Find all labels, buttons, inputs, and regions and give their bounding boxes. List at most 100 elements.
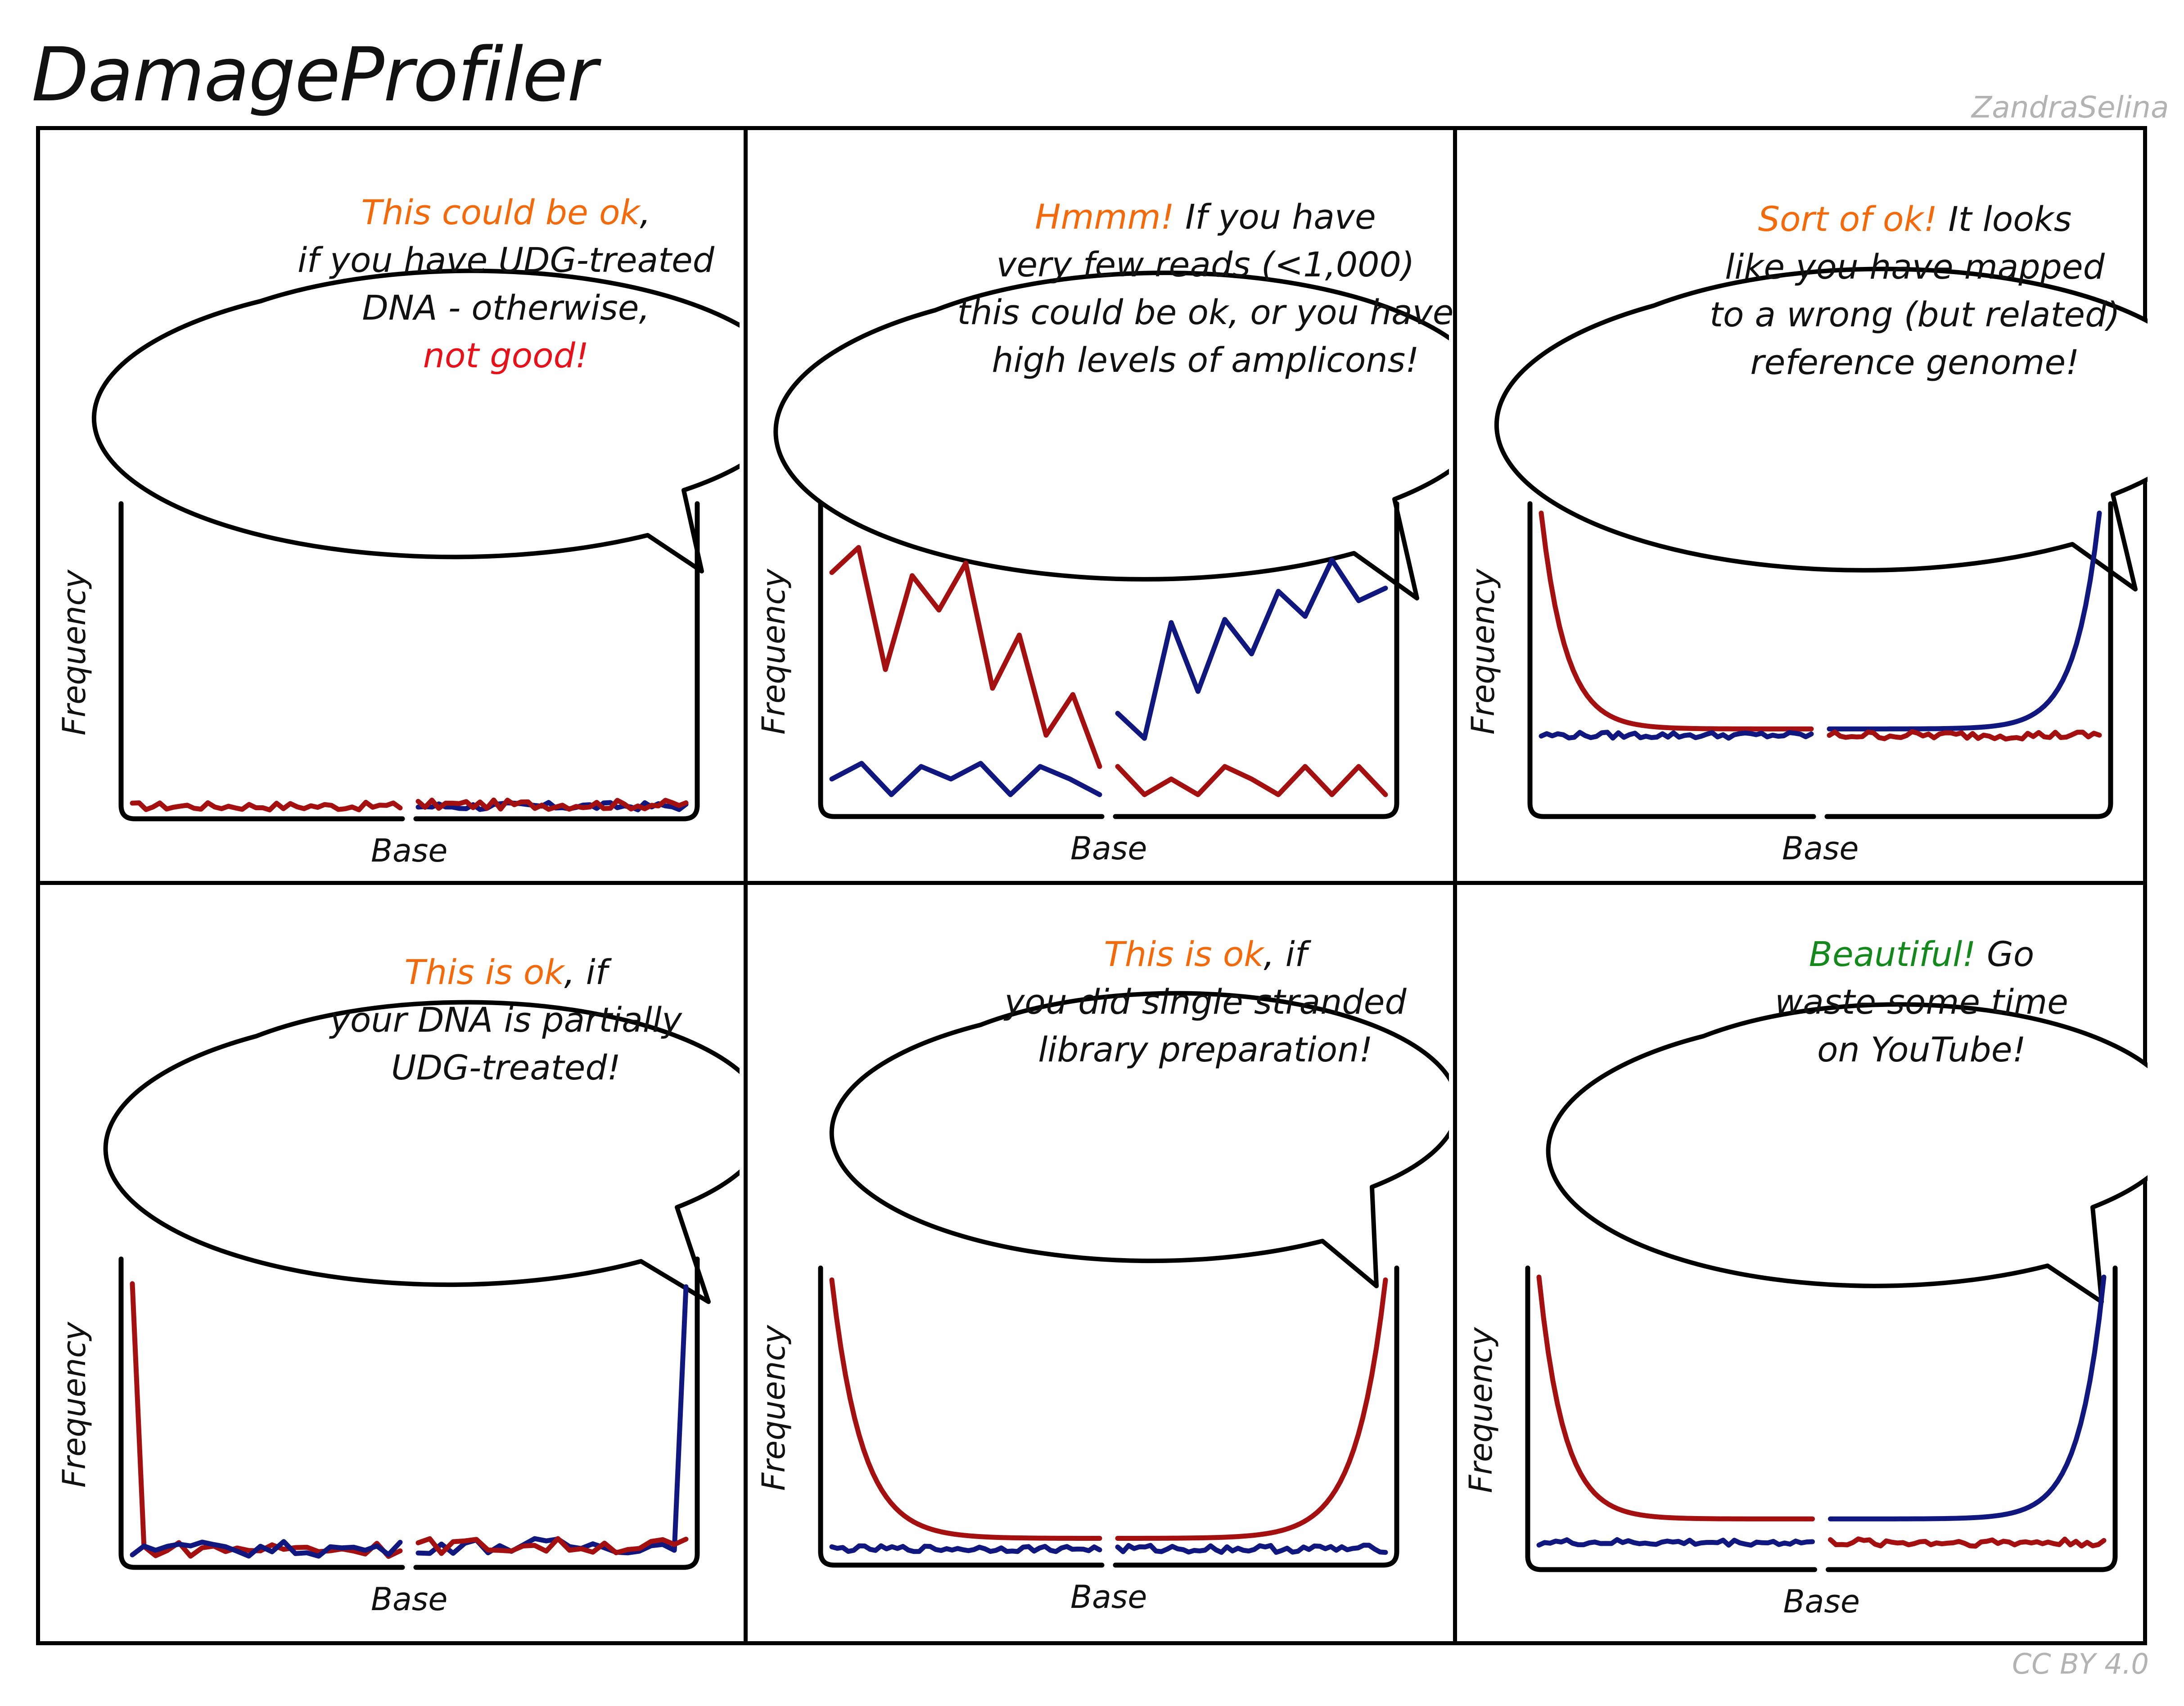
x-axis-label: Base <box>1070 830 1147 867</box>
comic-title: DamageProfiler <box>32 32 598 118</box>
panel-drawing <box>773 271 1449 819</box>
bubble-line: on YouTube! <box>1606 1026 2184 1074</box>
panel-drawing <box>1525 1002 2148 1572</box>
blue-frequency-line <box>130 1539 403 1559</box>
y-axis-label: Frequency <box>1465 569 1502 735</box>
bubble-line: like you have mapped <box>1600 243 2184 291</box>
y-axis-label: Frequency <box>755 1325 792 1491</box>
bubble-text-segment: to a wrong (but related) <box>1710 294 2120 334</box>
bubble-text-segment: , if <box>1263 934 1307 974</box>
comic-panel-5: This is ok, if you did single stranded lib… <box>740 881 1449 1645</box>
panel-divider-vertical <box>744 130 748 1641</box>
highlight-text: Hmmm! <box>1035 197 1174 237</box>
license-label: CC BY 4.0 <box>2012 1647 2149 1680</box>
speech-bubble <box>829 991 1449 1288</box>
blue-frequency-line <box>1115 557 1388 741</box>
bubble-line: library preparation! <box>890 1026 1521 1074</box>
comic-grid <box>36 126 2147 1645</box>
bubble-text-segment: reference genome! <box>1750 342 2080 382</box>
bubble-line: waste some time <box>1606 978 2184 1026</box>
bubble-text-segment: if you have UDG-treated <box>297 240 715 280</box>
blue-frequency-line <box>1828 1274 2107 1521</box>
highlight-text: This could be ok <box>361 192 640 232</box>
highlight-text: Beautiful! <box>1809 934 1976 974</box>
axis-right-half <box>413 501 700 821</box>
bubble-line: to a wrong (but related) <box>1600 291 2184 338</box>
speech-bubble-text: Hmmm! If you have very few reads (<1,000)… <box>890 193 1521 384</box>
speech-bubble <box>103 1000 740 1304</box>
axis-right-half <box>1113 1265 1399 1568</box>
speech-bubble <box>773 271 1449 600</box>
red-frequency-line <box>1828 1536 2107 1549</box>
bubble-line: reference genome! <box>1600 338 2184 386</box>
blue-frequency-line <box>829 761 1102 797</box>
speech-bubble-text: Beautiful! Go waste some time on YouTube! <box>1606 930 2184 1074</box>
highlight-text: Sort of ok! <box>1758 199 1938 239</box>
comic-panel-4: This is ok, if your DNA is partially UDG-t… <box>40 881 740 1645</box>
blue-frequency-line <box>1115 1543 1388 1555</box>
axis-left-half <box>1527 501 1816 819</box>
bubble-text-segment: library preparation! <box>1038 1029 1373 1070</box>
bubble-line: Sort of ok! It looks <box>1600 195 2184 243</box>
bubble-text-segment: UDG-treated! <box>391 1047 621 1088</box>
highlight-text: This is ok <box>1104 934 1264 974</box>
axis-right-half <box>1826 1265 2118 1572</box>
highlight-text: This is ok <box>404 952 564 992</box>
red-frequency-line <box>829 545 1102 769</box>
comic-panel-6: Beautiful! Go waste some time on YouTube! F… <box>1449 881 2148 1645</box>
red-frequency-line <box>1536 1274 1815 1521</box>
x-axis-label: Base <box>371 832 448 869</box>
blue-frequency-line <box>829 1543 1102 1554</box>
y-axis-label: Frequency <box>56 569 93 736</box>
speech-bubble-text: This could be ok, if you have UDG-treated… <box>191 189 821 379</box>
bubble-line: high levels of amplicons! <box>890 336 1521 384</box>
bubble-line: Beautiful! Go <box>1606 930 2184 978</box>
axis-left-half <box>118 501 405 821</box>
bubble-text-segment: you did single stranded <box>1004 982 1407 1022</box>
bubble-text-segment: If you have <box>1174 197 1376 237</box>
bubble-text-segment: , if <box>564 952 608 992</box>
comic-panel-2: Hmmm! If you have very few reads (<1,000)… <box>740 130 1453 877</box>
bubble-line: Hmmm! If you have <box>890 193 1521 241</box>
bubble-text-segment: this could be ok, or you have <box>957 292 1454 332</box>
panel-divider-horizontal <box>40 881 2143 885</box>
speech-bubble <box>1494 266 2148 591</box>
blue-frequency-line <box>1536 1537 1815 1548</box>
bubble-text-segment: Go <box>1976 934 2035 974</box>
red-frequency-line <box>829 1277 1102 1541</box>
red-frequency-line <box>415 797 689 812</box>
panel-drawing <box>103 1000 740 1570</box>
y-axis-label: Frequency <box>755 569 792 735</box>
axis-left-half <box>118 1256 405 1570</box>
bubble-line: very few reads (<1,000) <box>890 241 1521 289</box>
axis-right-half <box>413 1256 700 1570</box>
bubble-text-segment: high levels of amplicons! <box>992 340 1419 380</box>
x-axis-label: Base <box>371 1581 448 1618</box>
axis-left-half <box>1525 1265 1817 1572</box>
axis-right-half <box>1824 501 2113 819</box>
bubble-line: if you have UDG-treated <box>191 236 821 284</box>
bubble-text-segment: like you have mapped <box>1725 247 2105 287</box>
bubble-text-segment: on YouTube! <box>1817 1029 2026 1070</box>
speech-bubble-text: This is ok, if you did single stranded lib… <box>890 930 1521 1074</box>
panel-divider-vertical <box>1453 130 1457 1641</box>
bubble-text-segment: your DNA is partially <box>329 1000 682 1040</box>
red-frequency-line <box>130 1281 403 1559</box>
blue-frequency-line <box>1827 510 2102 731</box>
y-axis-label: Frequency <box>56 1322 93 1488</box>
red-frequency-line <box>415 1536 689 1556</box>
bubble-line: This is ok, if <box>191 948 821 996</box>
bubble-text-segment: very few reads (<1,000) <box>996 244 1415 284</box>
bubble-line: your DNA is partially <box>191 996 821 1044</box>
bubble-text-segment: waste some time <box>1775 982 2068 1022</box>
bubble-line: not good! <box>191 332 821 379</box>
x-axis-label: Base <box>1782 830 1859 867</box>
red-frequency-line <box>1115 1277 1388 1541</box>
speech-bubble-text: Sort of ok! It looks like you have mapped… <box>1600 195 2184 386</box>
comic-panel-1: This could be ok, if you have UDG-treated… <box>40 130 740 877</box>
axis-left-half <box>818 1265 1105 1568</box>
red-frequency-line <box>1115 764 1388 797</box>
author-signature: ZandraSelina <box>1972 90 2169 125</box>
x-axis-label: Base <box>1070 1579 1147 1616</box>
blue-frequency-line <box>415 1284 689 1556</box>
